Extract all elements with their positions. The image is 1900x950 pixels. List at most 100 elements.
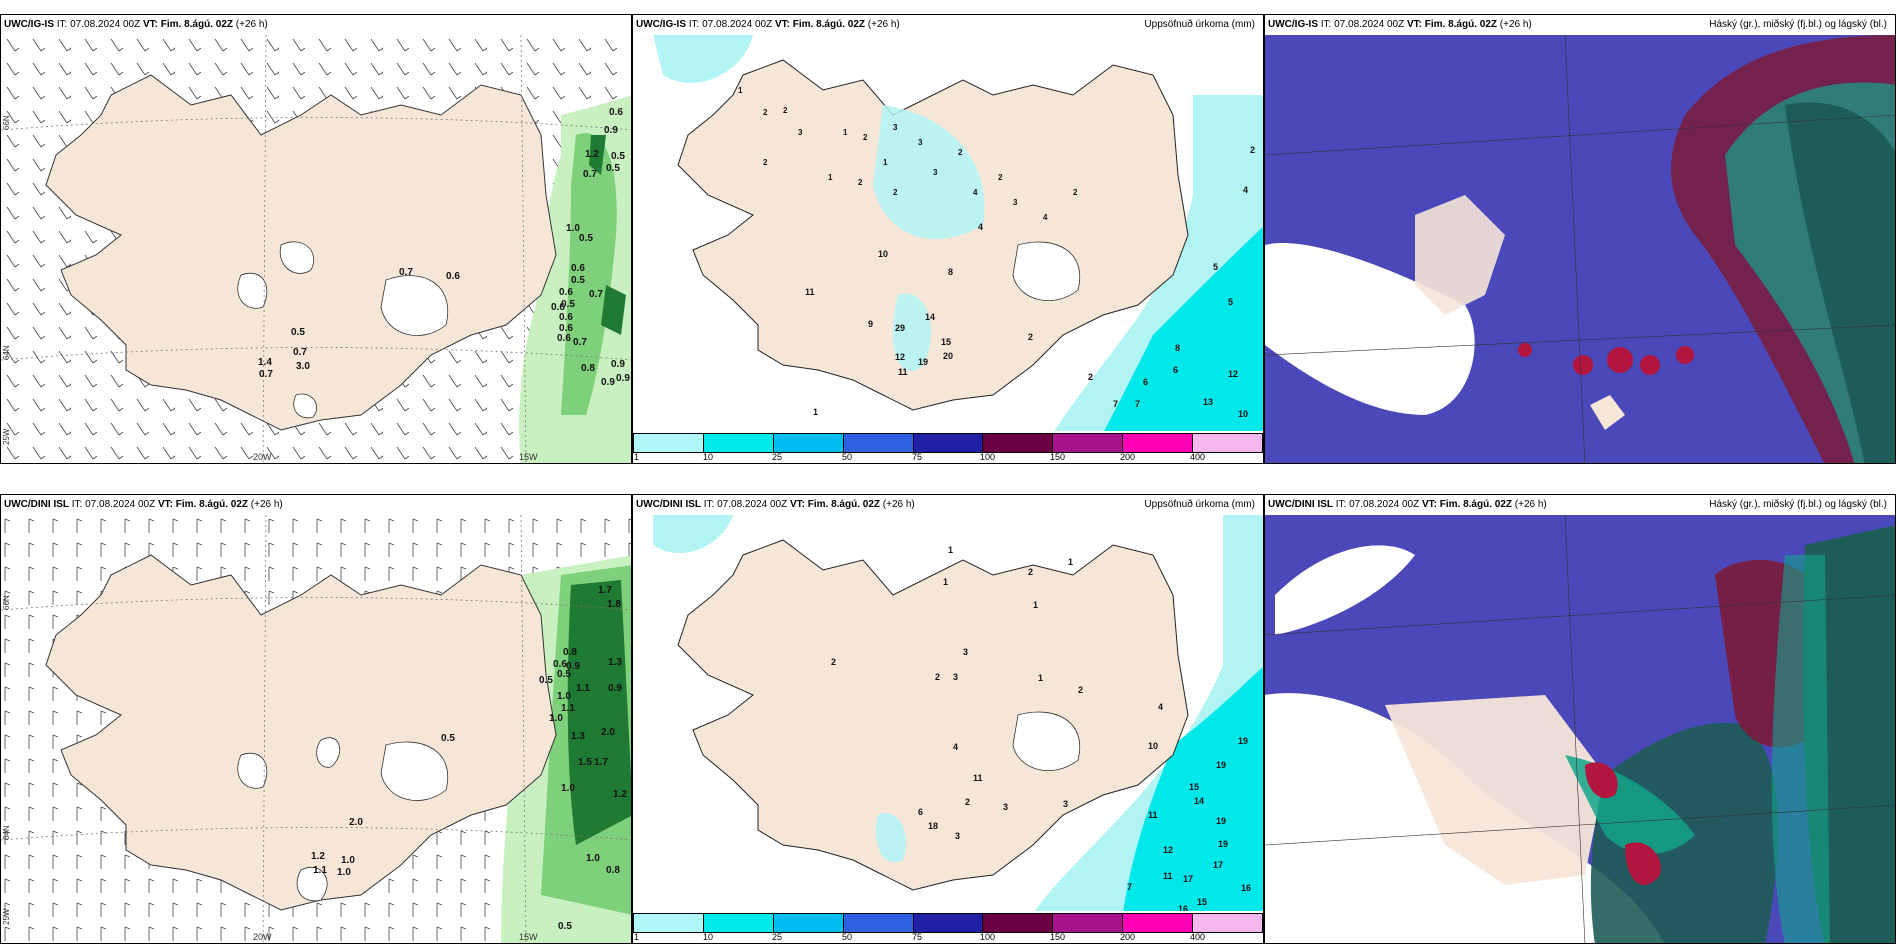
value-label: 2.0 [349,817,363,828]
value-label: 19 [1218,839,1228,849]
value-label: 2.0 [601,727,615,738]
value-label: 4 [973,188,978,197]
value-label: 0.9 [604,125,618,136]
value-label: 7 [1113,399,1118,409]
panel-wind-gust-top: UWC/IG-IS IT: 07.08.2024 00Z VT: Fim. 8.… [0,14,632,464]
value-label: 0.8 [606,865,620,876]
colorbar-label: 200 [1120,452,1136,462]
value-label: 2 [998,173,1003,182]
value-label: 6 [918,807,923,817]
value-label: 0.6 [571,263,585,274]
value-label: 3 [955,831,960,841]
value-label: 2 [863,133,868,142]
value-label: 9 [868,319,873,329]
init-time: IT: 07.08.2024 00Z [703,499,788,510]
lat-label: 64N [2,825,11,840]
value-label: 15 [1189,782,1199,792]
value-label: 0.5 [291,327,305,338]
value-label: 1.0 [561,783,575,794]
model-name: UWC/IG-IS [636,19,686,30]
init-time: IT: 07.08.2024 00Z [71,499,156,510]
colorbar-label: 400 [1190,452,1206,462]
map-wind[interactable]: 0.6 0.9 1.2 0.5 0.5 0.7 1.0 0.5 0.6 0.5 … [1,35,632,464]
value-label: 17 [1183,874,1193,884]
colorbar-label: 100 [980,452,996,462]
value-label: 0.6 [553,659,567,670]
valid-time: VT: Fim. 8.ágú. 02Z [1406,19,1497,30]
value-label: 2 [831,657,836,667]
map-clouds[interactable] [1265,35,1896,464]
valid-time: VT: Fim. 8.ágú. 02Z [1421,499,1512,510]
value-label: 0.5 [606,163,620,174]
value-label: 0.5 [561,299,575,310]
valid-time: VT: Fim. 8.ágú. 02Z [157,499,248,510]
lead-time: (+26 h) [235,19,268,30]
lon-label: 15W [519,452,538,462]
value-label: 11 [973,773,983,783]
panel-precip-bottom: UWC/DINI ISL IT: 07.08.2024 00Z VT: Fim.… [632,494,1264,944]
value-label: 2 [893,188,898,197]
value-label: 0.5 [558,921,572,932]
value-label: 2 [958,148,963,157]
value-label: 1.4 [258,357,272,368]
value-label: 0.5 [441,733,455,744]
valid-time: VT: Fim. 8.ágú. 02Z [142,19,233,30]
value-label: 29 [895,323,905,333]
value-label: 2 [1028,332,1033,342]
model-name: UWC/DINI ISL [636,499,701,510]
value-label: 0.7 [589,289,603,300]
panel-title: Uppsöfnuð úrkoma (mm) [1144,19,1255,30]
value-label: 6 [1143,377,1148,387]
value-label: 18 [928,821,938,831]
value-label: 4 [953,742,958,752]
colorbar-label: 150 [1050,452,1066,462]
lon-label: 15W [519,932,538,942]
colorbar-label: 75 [912,932,923,942]
value-label: 10 [1238,409,1248,419]
value-label: 3 [798,128,803,137]
value-label: 2 [1073,188,1078,197]
value-label: 3 [963,647,968,657]
value-label: 1 [843,128,848,137]
value-label: 0.6 [609,107,623,118]
value-label: 4 [1158,702,1163,712]
value-label: 0.5 [557,669,571,680]
map-clouds[interactable] [1265,515,1896,944]
value-label: 15 [941,337,951,347]
value-label: 12 [895,352,905,362]
map-precip[interactable]: 1 1 2 1 1 3 2 2 3 1 2 4 11 6 18 3 2 19 1… [633,515,1264,913]
value-label: 1.2 [311,851,325,862]
lead-time: (+26 h) [1514,499,1547,510]
colorbar-label: 75 [912,452,923,462]
value-label: 1 [943,577,948,587]
value-label: 3 [918,138,923,147]
value-label: 0.9 [566,661,580,672]
colorbar-label: 50 [842,932,853,942]
value-label: 2 [763,108,768,117]
value-label: 17 [1213,860,1223,870]
model-name: UWC/IG-IS [4,19,54,30]
value-label: 0.7 [583,169,597,180]
value-label: 0.7 [399,267,413,278]
value-label: 1 [1068,557,1073,567]
panel-header: UWC/IG-IS IT: 07.08.2024 00Z VT: Fim. 8.… [1265,15,1895,35]
value-label: 1 [813,407,818,417]
value-label: 0.6 [559,287,573,298]
panel-title: Uppsöfnuð úrkoma (mm) [1144,499,1255,510]
value-label: 12 [1163,845,1173,855]
value-label: 20 [943,351,953,361]
colorbar-label: 1 [634,452,640,462]
value-label: 5 [1228,297,1233,307]
value-label: 1.2 [585,149,599,160]
value-label: 19 [1216,816,1226,826]
panel-header: UWC/IG-IS IT: 07.08.2024 00Z VT: Fim. 8.… [633,15,1263,35]
value-label: 3 [953,672,958,682]
value-label: 3 [1003,802,1008,812]
lead-time: (+26 h) [1499,19,1532,30]
value-label: 19 [1238,736,1248,746]
value-label: 11 [805,287,815,297]
value-label: 1.3 [571,731,585,742]
map-precip[interactable]: 1 2 2 3 1 2 2 3 3 1 1 2 2 3 2 4 2 3 4 2 … [633,35,1264,433]
map-wind[interactable]: 1.7 1.8 0.8 0.6 0.9 1.3 0.5 1.1 0.9 1.0 … [1,515,632,944]
valid-time: VT: Fim. 8.ágú. 02Z [789,499,880,510]
